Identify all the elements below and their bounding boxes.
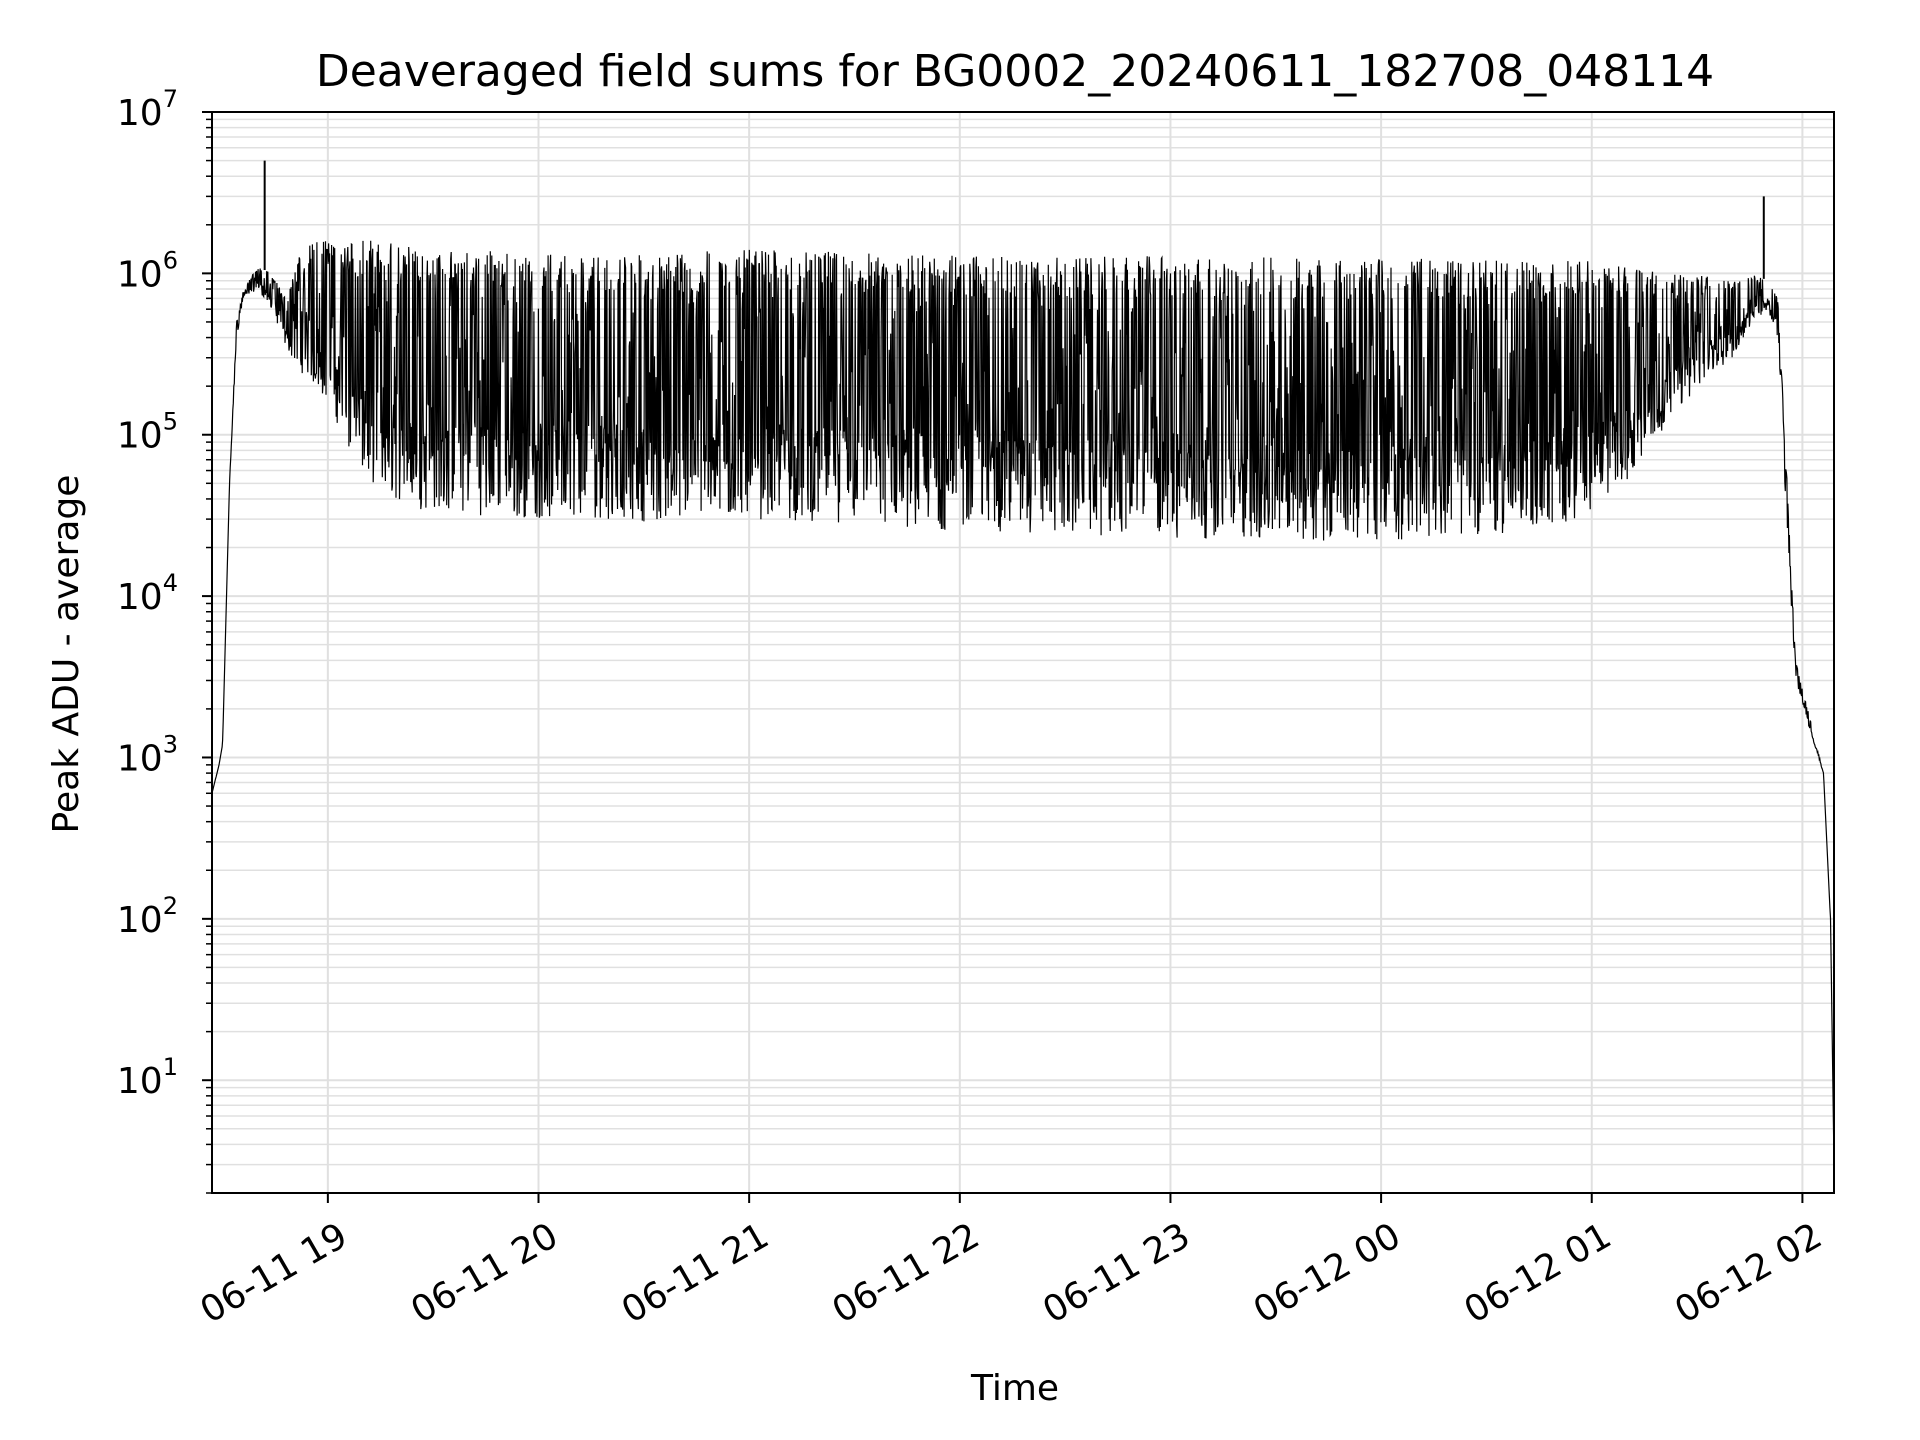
y-tick-exponent: 1	[163, 1053, 178, 1081]
y-tick-label: 102	[117, 892, 178, 941]
y-tick-exponent: 5	[163, 408, 178, 436]
chart-title: Deaveraged field sums for BG0002_2024061…	[316, 46, 1714, 97]
y-tick-exponent: 3	[163, 730, 178, 758]
plot-frame	[211, 111, 1835, 1194]
y-tick-base: 10	[117, 254, 163, 295]
y-tick-label: 107	[117, 85, 178, 134]
y-tick-label: 103	[117, 730, 178, 779]
y-tick-exponent: 7	[163, 85, 178, 113]
y-tick-base: 10	[117, 900, 163, 941]
y-tick-base: 10	[117, 738, 163, 779]
series-line	[211, 240, 1835, 1165]
y-tick-base: 10	[117, 416, 163, 457]
y-tick-label: 104	[117, 569, 178, 618]
series-layer	[211, 160, 1835, 1165]
y-tick-base: 10	[117, 1061, 163, 1102]
y-tick-base: 10	[117, 577, 163, 618]
y-tick-label: 106	[117, 246, 178, 295]
x-axis-label: Time	[970, 1368, 1059, 1409]
y-tick-exponent: 2	[163, 892, 178, 920]
y-axis-label: Peak ADU - average	[46, 475, 87, 834]
y-tick-exponent: 4	[163, 569, 178, 597]
y-tick-label: 101	[117, 1053, 178, 1102]
y-tick-label: 105	[117, 408, 178, 457]
y-tick-exponent: 6	[163, 246, 178, 274]
y-tick-base: 10	[117, 93, 163, 134]
